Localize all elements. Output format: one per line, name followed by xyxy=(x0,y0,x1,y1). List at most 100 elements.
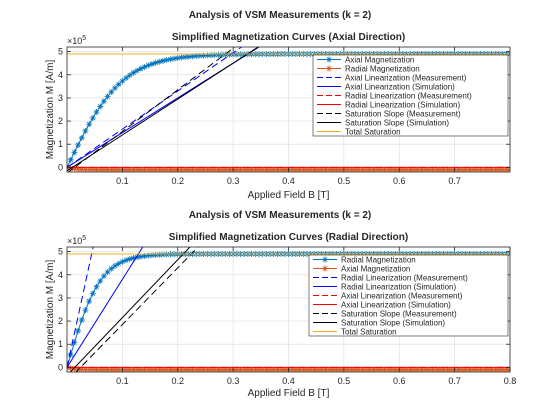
data-point xyxy=(75,141,82,148)
data-point xyxy=(75,327,82,334)
data-point xyxy=(75,166,82,172)
y-tick-label: 3 xyxy=(58,93,63,103)
data-point xyxy=(167,366,174,372)
y-axis-label: Magnetization M [A/m] xyxy=(45,260,56,360)
data-point xyxy=(119,77,126,84)
data-point xyxy=(159,166,166,172)
data-point xyxy=(414,366,421,372)
y-tick-label: 0 xyxy=(58,362,63,372)
data-point xyxy=(141,166,148,172)
data-point xyxy=(233,366,240,372)
data-point xyxy=(344,366,351,372)
data-point xyxy=(318,166,325,172)
data-point xyxy=(484,366,491,372)
data-point xyxy=(196,366,203,372)
data-point xyxy=(89,166,96,172)
data-point xyxy=(366,166,373,172)
legend-label: Saturation Slope (Measurement) xyxy=(341,310,457,319)
data-point xyxy=(104,93,111,100)
x-tick-label: 0.5 xyxy=(338,176,351,186)
data-point xyxy=(326,366,333,372)
data-point xyxy=(252,366,259,372)
data-point xyxy=(381,366,388,372)
data-point xyxy=(296,366,303,372)
data-point xyxy=(178,166,185,172)
data-point xyxy=(385,166,392,172)
data-point xyxy=(244,366,251,372)
legend-label: Saturation Slope (Simulation) xyxy=(341,319,445,328)
data-point xyxy=(377,366,384,372)
data-point xyxy=(292,366,299,372)
series-3 xyxy=(67,47,243,168)
data-point xyxy=(71,149,78,156)
x-tick-label: 0.2 xyxy=(171,376,184,386)
data-point xyxy=(425,166,432,172)
data-point xyxy=(141,253,148,260)
data-point xyxy=(477,366,484,372)
legend-marker xyxy=(326,56,332,63)
data-point xyxy=(359,366,366,372)
data-point xyxy=(403,166,410,172)
series-4 xyxy=(67,47,260,168)
data-point xyxy=(152,252,159,259)
data-point xyxy=(259,166,266,172)
y-tick-label: 2 xyxy=(58,116,63,126)
data-point xyxy=(141,366,148,372)
x-tick-label: 0.1 xyxy=(116,376,129,386)
data-point xyxy=(230,51,237,58)
data-point xyxy=(355,366,362,372)
x-tick-label: 0.8 xyxy=(504,376,517,386)
legend-label: Radial Magnetization xyxy=(341,256,416,265)
data-point xyxy=(86,121,93,128)
data-point xyxy=(156,366,163,372)
data-point xyxy=(145,252,152,259)
data-point xyxy=(492,166,499,172)
data-point xyxy=(303,366,310,372)
data-point xyxy=(100,166,107,172)
data-point xyxy=(189,366,196,372)
legend-label: Radial Linearization (Simulation) xyxy=(345,101,461,110)
data-point xyxy=(130,166,137,172)
data-point xyxy=(470,366,477,372)
data-point xyxy=(126,366,133,372)
data-point xyxy=(355,166,362,172)
legend-label: Axial Linearization (Measurement) xyxy=(345,74,467,83)
data-point xyxy=(281,366,288,372)
data-point xyxy=(466,166,473,172)
data-point xyxy=(82,366,89,372)
data-point xyxy=(418,366,425,372)
data-point xyxy=(159,366,166,372)
data-point xyxy=(418,166,425,172)
data-point xyxy=(374,166,381,172)
chart-title: Simplified Magnetization Curves (Radial … xyxy=(169,232,408,243)
legend-label: Axial Magnetization xyxy=(345,56,414,65)
data-point xyxy=(111,85,118,92)
data-point xyxy=(399,366,406,372)
x-axis-label: Applied Field B [T] xyxy=(248,388,330,399)
data-point xyxy=(222,166,229,172)
legend-marker xyxy=(326,65,332,72)
y-tick-label: 4 xyxy=(58,270,63,280)
data-point xyxy=(71,339,78,346)
series-7 xyxy=(75,247,199,372)
data-point xyxy=(100,98,107,105)
data-point xyxy=(337,366,344,372)
series-line xyxy=(67,47,243,168)
data-point xyxy=(100,366,107,372)
data-point xyxy=(130,255,137,262)
series-7 xyxy=(67,47,236,172)
data-point xyxy=(141,63,148,70)
data-point xyxy=(462,166,469,172)
data-point xyxy=(211,52,218,59)
data-point xyxy=(82,166,89,172)
data-point xyxy=(178,366,185,372)
data-point xyxy=(363,166,370,172)
data-point xyxy=(196,52,203,59)
data-point xyxy=(193,166,200,172)
data-point xyxy=(115,260,122,267)
data-point xyxy=(134,254,141,261)
data-point xyxy=(89,114,96,121)
x-tick-label: 0.6 xyxy=(393,376,406,386)
data-point xyxy=(207,52,214,59)
data-point xyxy=(399,166,406,172)
